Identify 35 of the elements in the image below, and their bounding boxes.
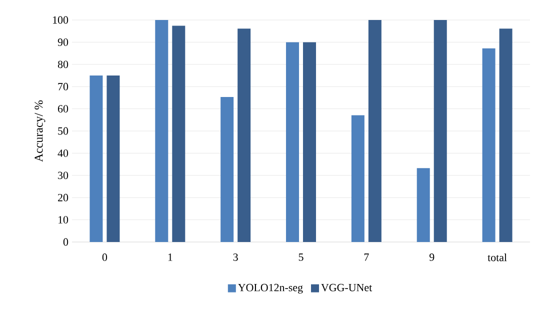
bar	[499, 28, 512, 242]
bar	[434, 20, 447, 242]
x-tick-label: 0	[102, 254, 108, 261]
bar	[482, 48, 496, 242]
bar	[303, 42, 316, 242]
bar	[286, 42, 300, 242]
bar	[172, 26, 186, 242]
x-tick-label: 1	[168, 254, 172, 261]
y-tick-label: 40	[58, 150, 68, 157]
legend-label: YOLO12n-seg	[238, 284, 303, 294]
x-tick-label: 3	[233, 254, 238, 261]
y-tick-label: 100	[53, 16, 68, 24]
x-tick-label: 7	[364, 254, 369, 261]
x-tick-label: total	[488, 254, 507, 262]
bar	[155, 20, 168, 242]
bar	[90, 76, 103, 242]
bar	[238, 28, 251, 242]
bar	[416, 168, 430, 242]
bar	[220, 97, 234, 242]
y-tick-label: 60	[58, 105, 68, 112]
y-tick-label: 90	[58, 38, 68, 46]
y-tick-label: 20	[58, 194, 68, 202]
x-tick-label: 5	[298, 254, 304, 261]
x-tick-label: 9	[429, 254, 434, 261]
legend-label: VGG-UNet	[321, 284, 372, 292]
y-axis-title: Accuracy/ %	[34, 100, 46, 162]
bar	[351, 115, 364, 242]
y-tick-label: 10	[58, 216, 68, 224]
bar	[368, 20, 382, 242]
y-tick-label: 70	[58, 82, 68, 90]
y-tick-label: 50	[58, 127, 68, 135]
bar	[106, 76, 120, 242]
y-tick-label: 30	[58, 172, 68, 180]
y-tick-label: 80	[58, 60, 68, 68]
y-tick-label: 0	[63, 238, 68, 246]
